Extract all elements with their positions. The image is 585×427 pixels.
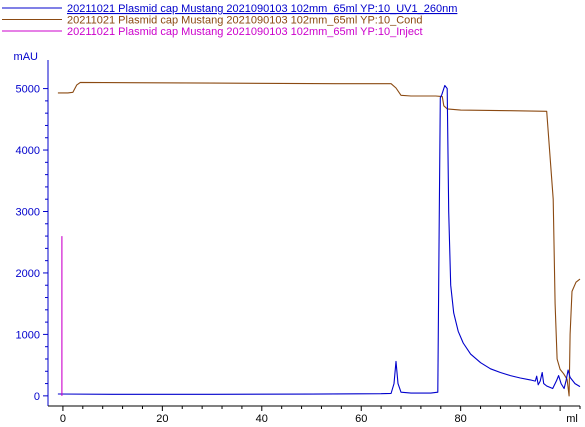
legend-label: 20211021 Plasmid cap Mustang 2021090103 … — [67, 26, 423, 38]
y-tick-label: 1000 — [16, 329, 40, 341]
y-tick-label: 2000 — [16, 268, 40, 280]
y-tick-label: 3000 — [16, 206, 40, 218]
x-tick-label: 20 — [156, 413, 168, 425]
legend-label: 20211021 Plasmid cap Mustang 2021090103 … — [67, 15, 423, 27]
y-axis-label: mAU — [14, 51, 39, 63]
x-tick-label: 60 — [355, 413, 367, 425]
x-tick-label: 80 — [455, 413, 467, 425]
series-lines — [57, 81, 581, 397]
x-axis-label: ml — [566, 413, 578, 425]
x-tick-label: 40 — [256, 413, 268, 425]
y-tick-label: 5000 — [16, 84, 40, 96]
legend-label: 20211021 Plasmid cap Mustang 2021090103 … — [67, 3, 457, 15]
y-tick-label: 0 — [34, 391, 40, 403]
tick-labels: 0 1000 2000 3000 4000 5000 0 20 40 60 80 mAU ml — [14, 51, 578, 425]
series-line — [57, 84, 581, 395]
y-tick-label: 4000 — [16, 145, 40, 157]
axes — [43, 60, 581, 411]
legend: 20211021 Plasmid cap Mustang 2021090103 … — [2, 3, 457, 38]
series-line — [57, 81, 581, 397]
x-tick-label: 0 — [60, 413, 66, 425]
